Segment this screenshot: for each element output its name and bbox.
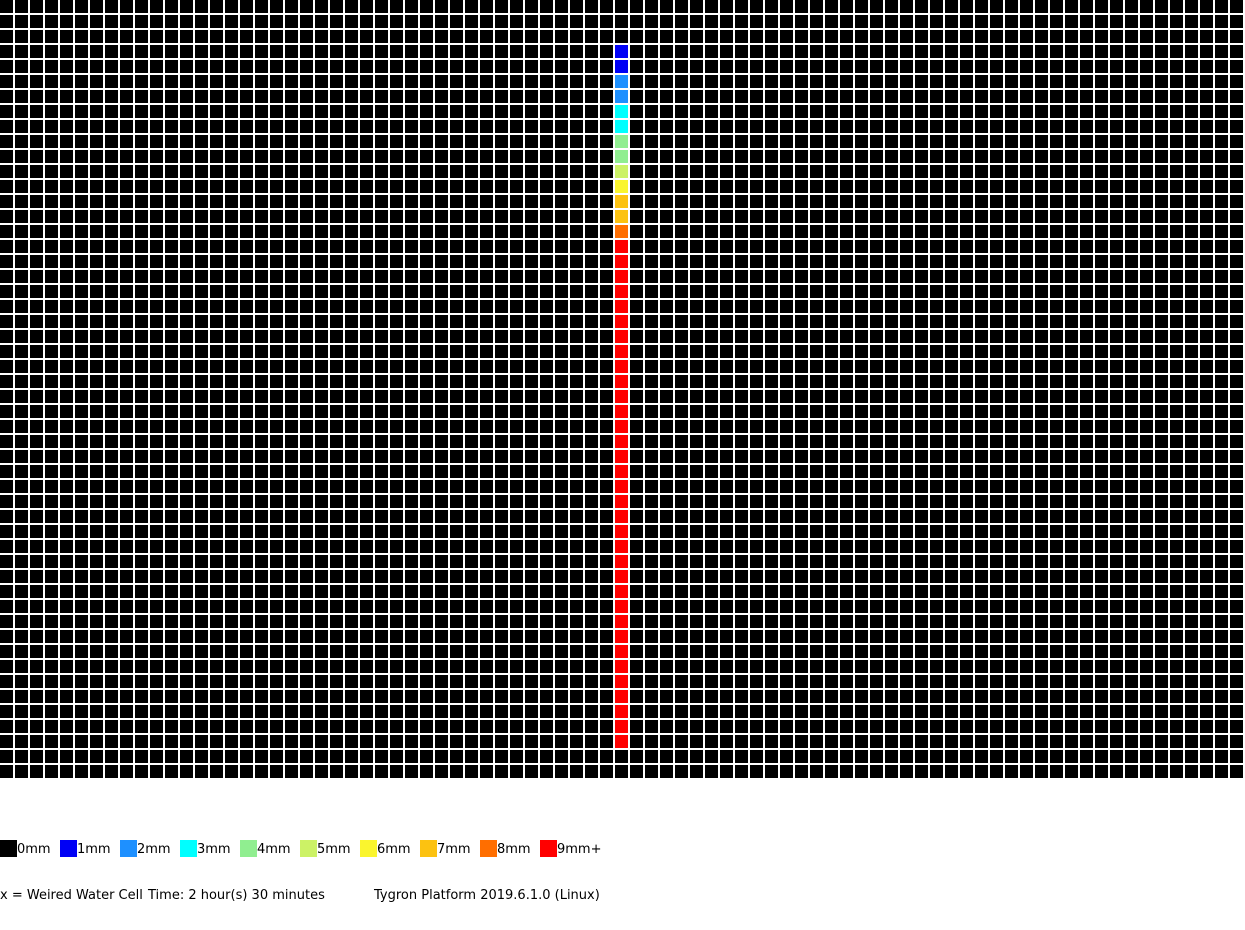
legend-item-6mm: 6mm: [360, 840, 420, 857]
legend-item-4mm: 4mm: [240, 840, 300, 857]
legend-swatch-4mm: [240, 840, 257, 857]
rain-cell: [615, 345, 628, 358]
rain-cell: [615, 270, 628, 283]
legend-label-7mm: 7mm: [437, 842, 471, 857]
rain-cell: [615, 300, 628, 313]
rain-cell: [615, 90, 628, 103]
rain-cell: [615, 600, 628, 613]
simulation-time-label: Time: 2 hour(s) 30 minutes: [148, 888, 325, 903]
rain-cell: [615, 105, 628, 118]
legend-label-5mm: 5mm: [317, 842, 351, 857]
weired-water-cell-note: x = Weired Water Cell: [0, 888, 143, 903]
rain-cell: [615, 45, 628, 58]
legend-item-0mm: 0mm: [0, 840, 60, 857]
legend-swatch-3mm: [180, 840, 197, 857]
legend: 0mm 1mm 2mm 3mm 4mm 5mm 6mm 7mm: [0, 840, 602, 857]
rain-cell: [615, 315, 628, 328]
rain-cell: [615, 120, 628, 133]
rain-cell: [615, 645, 628, 658]
rain-cell: [615, 660, 628, 673]
legend-item-2mm: 2mm: [120, 840, 180, 857]
legend-label-2mm: 2mm: [137, 842, 171, 857]
rain-cell: [615, 240, 628, 253]
legend-swatch-9mm-plus: [540, 840, 557, 857]
rain-cell: [615, 630, 628, 643]
rain-cell: [615, 480, 628, 493]
legend-swatch-0mm: [0, 840, 17, 857]
rain-cell: [615, 510, 628, 523]
rain-cell: [615, 225, 628, 238]
legend-swatch-8mm: [480, 840, 497, 857]
rain-cell: [615, 255, 628, 268]
legend-label-6mm: 6mm: [377, 842, 411, 857]
rain-cell: [615, 285, 628, 298]
rain-cell: [615, 330, 628, 343]
rain-cell: [615, 180, 628, 193]
rain-cell: [615, 705, 628, 718]
rain-cell: [615, 735, 628, 748]
legend-item-7mm: 7mm: [420, 840, 480, 857]
rain-cell: [615, 525, 628, 538]
rain-cell: [615, 435, 628, 448]
status-bar: x = Weired Water Cell Time: 2 hour(s) 30…: [0, 888, 1245, 904]
legend-swatch-5mm: [300, 840, 317, 857]
rain-cell: [615, 360, 628, 373]
rain-cell: [615, 420, 628, 433]
rain-cell: [615, 540, 628, 553]
legend-item-3mm: 3mm: [180, 840, 240, 857]
legend-swatch-1mm: [60, 840, 77, 857]
legend-label-4mm: 4mm: [257, 842, 291, 857]
rain-cell: [615, 195, 628, 208]
legend-label-3mm: 3mm: [197, 842, 231, 857]
rain-cell: [615, 570, 628, 583]
legend-label-8mm: 8mm: [497, 842, 531, 857]
rain-cell: [615, 450, 628, 463]
legend-item-9mm-plus: 9mm+: [540, 840, 602, 857]
rain-cell: [615, 390, 628, 403]
rain-cell: [615, 210, 628, 223]
rain-cell: [615, 75, 628, 88]
legend-label-9mm-plus: 9mm+: [557, 842, 602, 857]
legend-swatch-6mm: [360, 840, 377, 857]
legend-item-1mm: 1mm: [60, 840, 120, 857]
legend-item-5mm: 5mm: [300, 840, 360, 857]
platform-version-label: Tygron Platform 2019.6.1.0 (Linux): [374, 888, 600, 903]
rain-cell: [615, 585, 628, 598]
rain-cell: [615, 615, 628, 628]
rain-cell: [615, 495, 628, 508]
legend-swatch-7mm: [420, 840, 437, 857]
rain-cell: [615, 135, 628, 148]
legend-item-8mm: 8mm: [480, 840, 540, 857]
rain-cell: [615, 675, 628, 688]
legend-swatch-2mm: [120, 840, 137, 857]
rain-cell: [615, 720, 628, 733]
legend-label-1mm: 1mm: [77, 842, 111, 857]
rain-cell: [615, 555, 628, 568]
rain-cell: [615, 405, 628, 418]
rain-cell: [615, 165, 628, 178]
rain-cell: [615, 60, 628, 73]
rain-overlay-grid: [0, 0, 1245, 780]
legend-label-0mm: 0mm: [17, 842, 51, 857]
rain-cell: [615, 465, 628, 478]
rain-cell: [615, 690, 628, 703]
rain-cell: [615, 375, 628, 388]
rain-cell: [615, 150, 628, 163]
